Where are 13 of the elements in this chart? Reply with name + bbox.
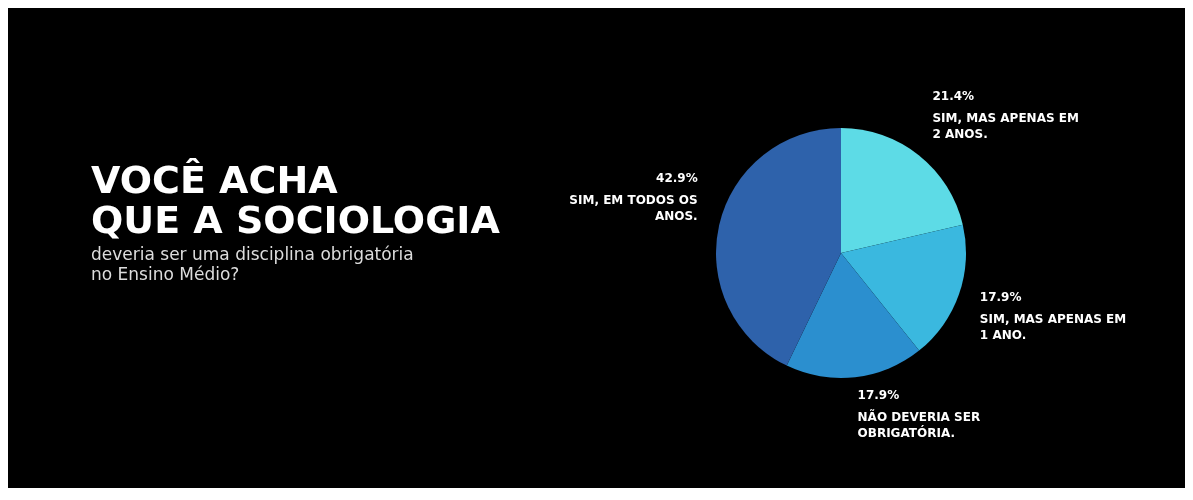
slice-label: SIM, EM TODOS OS ANOS. bbox=[569, 193, 698, 224]
slice-label: NÃO DEVERIA SER OBRIGATÓRIA. bbox=[857, 409, 981, 441]
text: VOCÊ ACHA QUE A SOCIOLOGIA bbox=[91, 158, 500, 242]
text: deveria ser uma disciplina obrigatória no Ensino Médio? bbox=[91, 244, 415, 284]
pie-slice bbox=[841, 224, 966, 351]
pie-slice bbox=[716, 128, 841, 366]
data-label: 17.9% bbox=[857, 388, 900, 403]
slice-label: SIM, MAS APENAS EM 2 ANOS. bbox=[932, 110, 1079, 141]
pie-slice bbox=[786, 253, 920, 378]
data-label: 21.4% bbox=[932, 88, 975, 103]
slice-label: SIM, MAS APENAS EM 1 ANO. bbox=[979, 312, 1127, 343]
data-label: 42.9% bbox=[656, 171, 698, 186]
data-label: 17.9% bbox=[979, 290, 1022, 305]
